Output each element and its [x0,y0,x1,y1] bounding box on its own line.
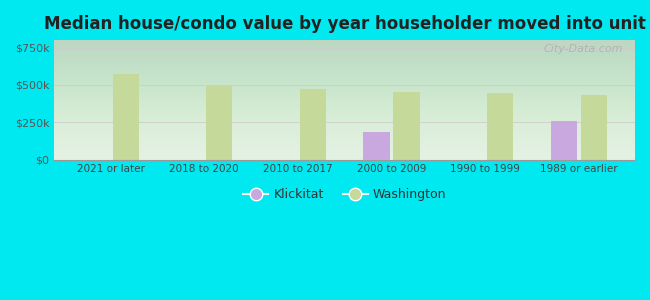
Text: City-Data.com: City-Data.com [544,44,623,54]
Bar [363,132,390,160]
Title: Median house/condo value by year householder moved into unit: Median house/condo value by year househo… [44,15,645,33]
Bar [487,93,514,160]
Bar [206,86,233,160]
Legend: Klickitat, Washington: Klickitat, Washington [239,183,451,206]
Bar [551,121,577,160]
Bar [112,74,138,160]
Bar [300,89,326,160]
Bar [393,92,420,160]
Bar [580,95,607,160]
